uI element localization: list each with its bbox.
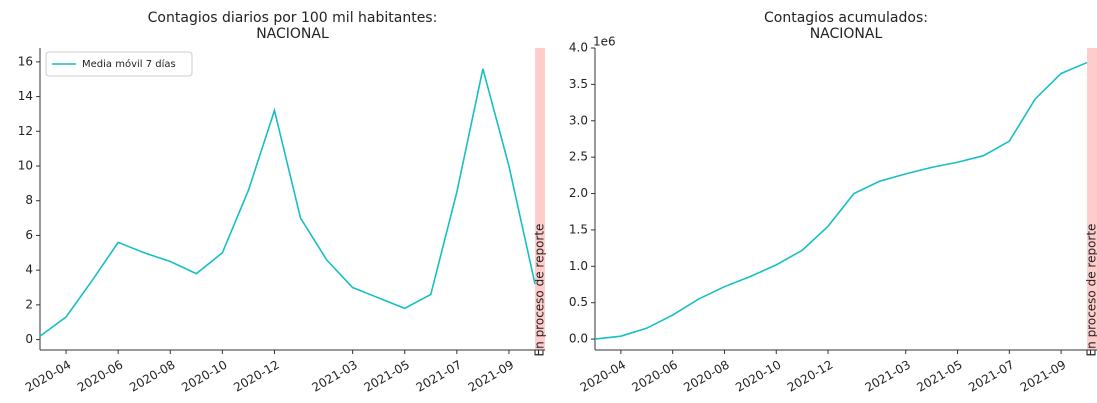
x-tick-label: 2020-04 xyxy=(23,358,73,395)
x-tick-label: 2020-08 xyxy=(681,358,731,395)
x-tick-label: 2020-06 xyxy=(630,358,680,395)
x-tick-label: 2021-05 xyxy=(362,358,412,395)
band-annotation: En proceso de reporte xyxy=(1085,224,1097,357)
y-tick-label: 12 xyxy=(18,124,33,138)
x-tick-label: 2020-10 xyxy=(179,358,229,395)
series-line xyxy=(39,68,536,337)
y-tick-label: 0.5 xyxy=(569,295,588,309)
x-tick-label: 2021-03 xyxy=(309,358,359,395)
series-line xyxy=(594,61,1088,340)
y-tick-label: 0.0 xyxy=(569,332,588,346)
y-tick-label: 14 xyxy=(18,89,33,103)
y-tick-label: 3.0 xyxy=(569,113,588,127)
y-tick-label: 4 xyxy=(25,263,33,277)
x-tick-label: 2021-03 xyxy=(863,358,913,395)
y-tick-label: 4.0 xyxy=(569,41,588,55)
y-tick-label: 2.0 xyxy=(569,186,588,200)
x-tick-label: 2020-12 xyxy=(785,358,835,395)
y-tick-label: 3.5 xyxy=(569,77,588,91)
y-tick-label: 1.5 xyxy=(569,222,588,236)
chart-title: NACIONAL xyxy=(810,26,883,42)
x-tick-label: 2020-06 xyxy=(75,358,125,395)
x-tick-label: 2021-09 xyxy=(1018,358,1068,395)
y-tick-label: 6 xyxy=(25,228,33,242)
x-tick-label: 2020-08 xyxy=(127,358,177,395)
x-tick-label: 2021-07 xyxy=(966,358,1016,395)
legend-box xyxy=(45,51,193,77)
chart-title: NACIONAL xyxy=(256,26,329,42)
band-annotation: En proceso de reporte xyxy=(533,224,547,357)
x-tick-label: 2021-05 xyxy=(914,358,964,395)
y-tick-label: 8 xyxy=(25,193,33,207)
chart-title: Contagios diarios por 100 mil habitantes… xyxy=(148,10,438,26)
x-tick-label: 2020-04 xyxy=(578,358,628,395)
y-tick-label: 10 xyxy=(18,159,33,173)
y-tick-label: 1.0 xyxy=(569,259,588,273)
y-tick-label: 2 xyxy=(25,297,33,311)
reporting-band xyxy=(535,48,545,350)
reporting-band xyxy=(1087,48,1097,350)
x-tick-label: 2021-09 xyxy=(466,358,516,395)
x-tick-label: 2020-12 xyxy=(231,358,281,395)
subplot: En proceso de reporte Contagios acumulado… xyxy=(569,10,1097,395)
x-tick-label: 2021-07 xyxy=(414,358,464,395)
subplot: En proceso de reporte Contagios diarios p… xyxy=(18,10,547,395)
chart-title: Contagios acumulados: xyxy=(764,10,928,26)
y-tick-label: 2.5 xyxy=(569,150,588,164)
x-tick-label: 2020-10 xyxy=(733,358,783,395)
y-offset-label: 1e6 xyxy=(593,35,616,49)
legend-label: Media móvil 7 días xyxy=(82,58,176,70)
y-tick-label: 16 xyxy=(18,54,33,68)
y-tick-label: 0 xyxy=(25,332,33,346)
